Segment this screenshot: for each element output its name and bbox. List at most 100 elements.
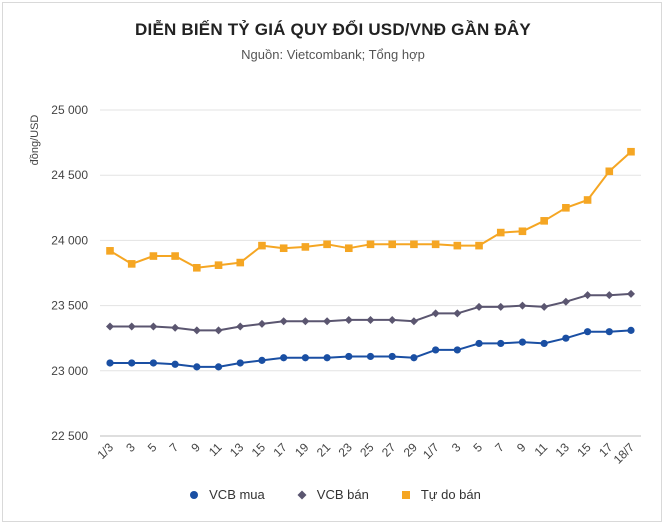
x-tick-label: 13 bbox=[227, 440, 247, 460]
data-point bbox=[496, 228, 505, 237]
x-tick-label: 3 bbox=[449, 440, 464, 455]
x-tick-label: 3 bbox=[123, 440, 138, 455]
data-point bbox=[496, 302, 505, 311]
legend-item-vcb-ban: VCB bán bbox=[293, 487, 369, 502]
data-point bbox=[171, 252, 179, 260]
x-tick-label: 9 bbox=[188, 440, 203, 455]
data-point bbox=[236, 322, 245, 331]
x-tick-label: 17 bbox=[270, 440, 290, 460]
data-point bbox=[453, 346, 461, 354]
data-point bbox=[540, 302, 549, 311]
y-tick-label: 24 000 bbox=[51, 233, 88, 247]
data-point bbox=[583, 196, 592, 204]
y-tick-label: 24 500 bbox=[51, 168, 88, 182]
y-tick-label: 25 000 bbox=[51, 103, 88, 117]
data-point bbox=[366, 240, 375, 249]
data-point bbox=[323, 317, 332, 326]
x-tick-label: 1/3 bbox=[94, 440, 116, 462]
series-line bbox=[110, 329, 632, 368]
data-point bbox=[192, 326, 201, 335]
data-point bbox=[149, 252, 158, 260]
data-point bbox=[388, 240, 397, 249]
data-point bbox=[431, 240, 440, 249]
data-point bbox=[366, 315, 375, 324]
data-point bbox=[149, 359, 158, 367]
data-point bbox=[279, 244, 288, 253]
legend-item-tu-do-ban: Tự do bán bbox=[397, 487, 481, 502]
data-point bbox=[258, 241, 266, 250]
gridlines bbox=[100, 109, 641, 437]
data-point bbox=[627, 326, 635, 334]
data-point bbox=[475, 302, 484, 311]
series-1 bbox=[106, 289, 635, 335]
data-point bbox=[301, 317, 310, 326]
data-point bbox=[106, 247, 114, 255]
x-tick-label: 21 bbox=[314, 440, 334, 460]
data-point bbox=[432, 346, 440, 354]
series-line bbox=[109, 150, 632, 269]
data-point bbox=[518, 227, 527, 236]
data-point bbox=[258, 356, 266, 364]
legend-item-vcb-mua: VCB mua bbox=[185, 487, 265, 502]
x-tick-label: 11 bbox=[532, 440, 551, 459]
data-point bbox=[627, 289, 635, 298]
data-point bbox=[453, 241, 462, 250]
legend-label: VCB mua bbox=[209, 487, 265, 502]
data-point bbox=[605, 167, 614, 176]
x-tick-label: 13 bbox=[553, 440, 573, 460]
x-tick-label: 19 bbox=[292, 440, 312, 460]
x-tick-label: 7 bbox=[167, 440, 182, 455]
legend-marker-square bbox=[401, 490, 410, 499]
x-tick-label: 25 bbox=[357, 440, 377, 460]
data-point bbox=[193, 363, 201, 371]
data-point bbox=[410, 354, 418, 362]
y-axis-ticks: 22 500 23 000 23 500 24 000 24 500 25 000 bbox=[51, 103, 88, 443]
x-tick-label: 5 bbox=[145, 440, 160, 455]
series-2 bbox=[106, 147, 635, 272]
x-tick-label: 11 bbox=[206, 440, 225, 459]
series-layer bbox=[106, 147, 635, 371]
data-point bbox=[214, 261, 223, 269]
series-line bbox=[110, 292, 632, 332]
data-point bbox=[388, 315, 397, 324]
data-point bbox=[583, 328, 592, 336]
data-point bbox=[323, 240, 331, 249]
y-tick-label: 23 500 bbox=[51, 299, 88, 313]
x-tick-label: 1/7 bbox=[420, 440, 442, 462]
data-point bbox=[344, 315, 353, 324]
data-point bbox=[193, 263, 201, 272]
chart-frame bbox=[2, 2, 662, 522]
data-point bbox=[388, 352, 396, 361]
x-tick-label: 15 bbox=[574, 440, 594, 460]
data-point bbox=[605, 328, 613, 336]
y-tick-label: 22 500 bbox=[51, 429, 88, 443]
legend: VCB mua VCB bán Tự do bán bbox=[0, 487, 666, 502]
data-point bbox=[627, 147, 635, 156]
data-point bbox=[106, 359, 114, 367]
x-tick-label: 9 bbox=[514, 440, 529, 455]
x-tick-label: 5 bbox=[471, 440, 486, 455]
line-chart: 22 500 23 000 23 500 24 000 24 500 25 000 1/3… bbox=[29, 103, 641, 467]
data-point bbox=[562, 334, 570, 342]
data-point bbox=[214, 326, 223, 335]
data-point bbox=[518, 338, 527, 346]
data-point bbox=[410, 240, 418, 249]
data-point bbox=[344, 244, 353, 253]
data-point bbox=[127, 322, 136, 331]
data-point bbox=[518, 301, 527, 310]
data-point bbox=[171, 360, 179, 368]
data-point bbox=[561, 297, 570, 306]
data-point bbox=[540, 339, 548, 348]
data-point bbox=[562, 204, 570, 212]
legend-marker-circle bbox=[190, 490, 199, 499]
data-point bbox=[214, 363, 223, 371]
data-point bbox=[475, 339, 483, 348]
data-point bbox=[280, 354, 288, 362]
data-point bbox=[366, 352, 375, 361]
data-point bbox=[149, 322, 158, 331]
chart-title: DIỄN BIẾN TỶ GIÁ QUY ĐỔI USD/VNĐ GẦN ĐÂY bbox=[135, 20, 531, 39]
data-point bbox=[236, 359, 244, 367]
x-tick-label: 15 bbox=[249, 440, 269, 460]
data-point bbox=[257, 319, 266, 328]
x-axis-ticks: 1/3 3 5 7 9 11 13 15 17 19 21 23 25 27 29 1/7 3 5 7 9 11 13 15… bbox=[94, 440, 637, 467]
